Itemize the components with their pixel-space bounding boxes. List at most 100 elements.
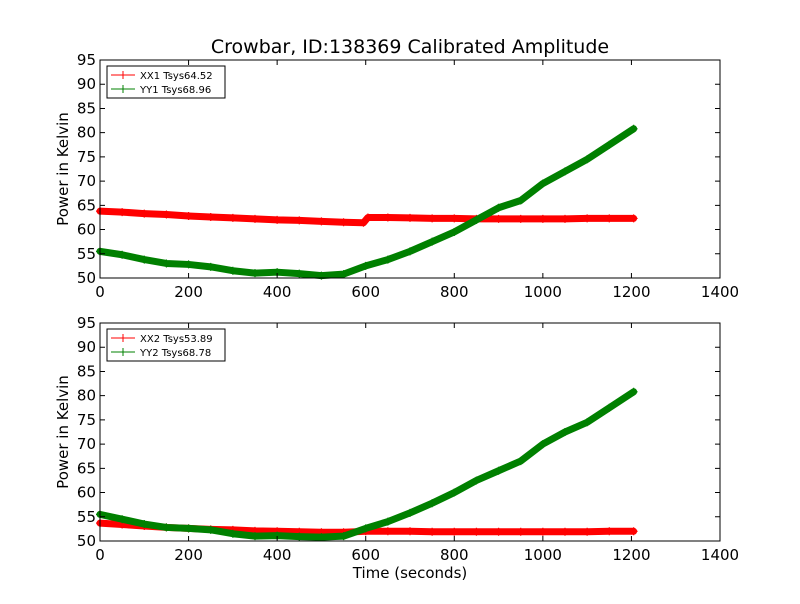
- data-point: [295, 216, 304, 225]
- data-point: [361, 524, 370, 533]
- data-point: [162, 210, 171, 219]
- data-point: [472, 476, 481, 485]
- y-tick-label: 65: [77, 196, 96, 214]
- data-point: [295, 532, 304, 541]
- series-line: [96, 125, 638, 280]
- x-tick-label: 800: [440, 546, 469, 564]
- data-point: [583, 527, 592, 536]
- data-point: [561, 428, 569, 436]
- data-point: [162, 523, 171, 532]
- legend-box: [106, 65, 226, 99]
- chart-title: Crowbar, ID:138369 Calibrated Amplitude: [211, 36, 609, 58]
- data-point: [206, 525, 215, 534]
- y-tick-label: 90: [77, 338, 96, 356]
- x-tick-label: 200: [174, 283, 203, 301]
- x-tick-label: 600: [351, 283, 380, 301]
- data-point: [251, 532, 259, 541]
- legend-label: YY2 Tsys68.78: [139, 348, 211, 359]
- data-point: [339, 270, 348, 279]
- legend-marker: [119, 85, 127, 93]
- data-point: [605, 140, 614, 149]
- y-tick-label: 55: [77, 245, 96, 263]
- data-point: [428, 527, 437, 536]
- x-tick-label: 800: [440, 283, 469, 301]
- data-point: [317, 533, 326, 542]
- y-tick-label: 85: [77, 99, 96, 117]
- data-point: [629, 214, 638, 223]
- x-tick-label: 200: [174, 546, 203, 564]
- data-point: [583, 214, 592, 223]
- data-point: [406, 508, 414, 517]
- series-xx1: [96, 207, 638, 227]
- y-tick-label: 70: [77, 435, 96, 453]
- data-point: [538, 527, 547, 536]
- x-tick-label: 1200: [612, 546, 650, 564]
- data-point: [494, 527, 503, 536]
- axes-frame: [99, 322, 721, 542]
- data-point: [140, 209, 149, 218]
- y-tick-label: 80: [77, 124, 96, 142]
- data-point: [184, 211, 193, 220]
- data-point: [516, 196, 525, 205]
- y-tick-label: 50: [77, 532, 96, 550]
- data-point: [406, 247, 414, 256]
- y-tick-label: 90: [77, 75, 96, 93]
- data-point: [406, 213, 414, 222]
- y-tick-label: 85: [77, 362, 96, 380]
- data-point: [472, 215, 481, 224]
- data-point: [228, 213, 237, 222]
- x-tick-label: 600: [351, 546, 380, 564]
- data-point: [561, 527, 569, 536]
- data-point: [561, 167, 569, 176]
- data-point: [363, 213, 372, 222]
- subplot-bottom: 0 200 400 600 800 1000 1200 1400 50 55 60 65 70 75 80 8…: [54, 314, 739, 582]
- data-point: [450, 227, 459, 236]
- data-point: [251, 269, 259, 278]
- data-point: [538, 214, 547, 223]
- legend-label: XX1 Tsys64.52: [140, 71, 213, 82]
- data-point: [494, 214, 503, 223]
- data-point: [428, 499, 437, 508]
- data-point: [516, 214, 525, 223]
- data-point: [206, 262, 215, 271]
- data-point: [140, 255, 149, 264]
- data-point: [629, 124, 638, 133]
- y-axis-label: Power in Kelvin: [54, 375, 72, 489]
- data-point: [184, 260, 193, 269]
- y-tick-label: 70: [77, 172, 96, 190]
- x-tick-label: 400: [263, 283, 292, 301]
- series-yy2: [96, 387, 638, 542]
- series-yy1: [96, 124, 638, 280]
- data-point: [140, 520, 149, 529]
- y-tick-label: 65: [77, 459, 96, 477]
- data-point: [184, 524, 193, 533]
- data-point: [472, 527, 481, 536]
- data-point: [206, 212, 215, 221]
- data-point: [561, 214, 569, 223]
- data-point: [383, 213, 392, 222]
- data-point: [317, 217, 326, 226]
- data-point: [383, 527, 392, 536]
- data-point: [406, 527, 414, 536]
- y-tick-label: 60: [77, 221, 96, 239]
- data-point: [228, 266, 237, 275]
- data-point: [339, 532, 348, 541]
- data-point: [605, 403, 614, 412]
- subplot-top: 0 200 400 600 800 1000 1200 1400 50 55 60 65 70 75 80 8…: [54, 51, 739, 301]
- data-point: [118, 515, 127, 524]
- x-axis-label: Time (seconds): [352, 564, 468, 582]
- data-point: [162, 259, 171, 268]
- legend-marker: [119, 334, 127, 342]
- legend-label: YY1 Tsys68.96: [139, 85, 211, 96]
- x-tick-label: 1400: [701, 546, 739, 564]
- data-point: [516, 457, 525, 466]
- data-point: [605, 527, 614, 536]
- y-tick-label: 75: [77, 148, 96, 166]
- data-point: [629, 527, 638, 536]
- data-point: [383, 255, 392, 264]
- legend-marker: [119, 348, 127, 356]
- data-point: [339, 218, 348, 227]
- legend: XX1 Tsys64.52 YY1 Tsys68.96: [106, 65, 226, 99]
- data-point: [583, 155, 592, 164]
